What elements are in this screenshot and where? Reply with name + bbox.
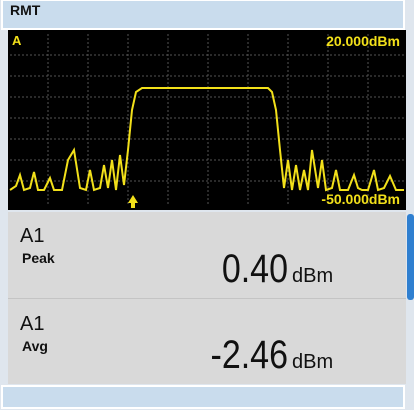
grid	[10, 34, 404, 206]
marker-arrow	[128, 195, 138, 203]
meas-value: 0.40	[222, 245, 288, 290]
status-label: RMT	[10, 2, 41, 18]
top-ref: 20.000dBm	[326, 33, 400, 49]
status-bar	[1, 0, 405, 30]
meas-type: Peak	[22, 250, 55, 266]
meas-type: Avg	[22, 338, 48, 354]
meas-unit: dBm	[292, 351, 333, 373]
meas-value: -2.46	[211, 331, 288, 376]
meas-unit: dBm	[292, 265, 333, 287]
marker-stem	[131, 202, 135, 208]
trace	[9, 87, 404, 192]
bottom-ref: -50.000dBm	[321, 191, 400, 207]
trace-panel	[8, 30, 406, 210]
channel-label: A	[12, 33, 22, 48]
divider	[8, 298, 406, 299]
meas-channel: A1	[20, 313, 44, 335]
bottom-bar	[1, 385, 405, 409]
meas-channel: A1	[20, 225, 44, 247]
side-tab	[407, 214, 414, 300]
